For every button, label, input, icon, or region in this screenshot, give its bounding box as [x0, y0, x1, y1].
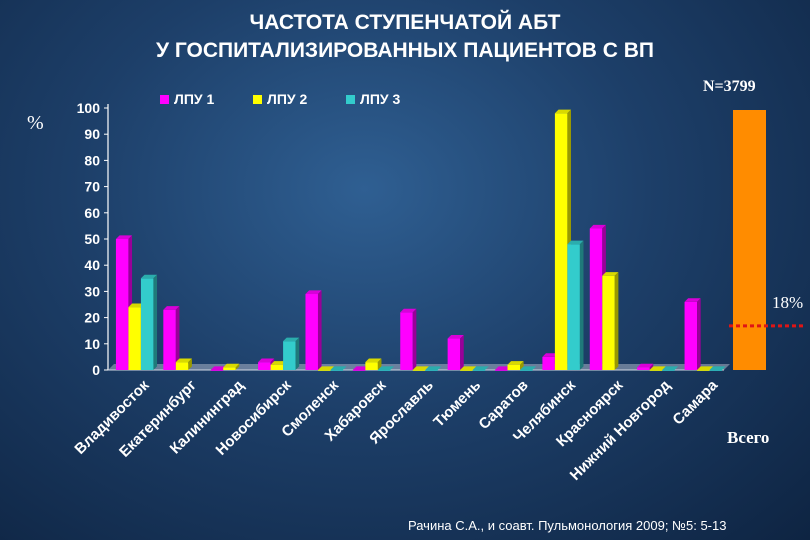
y-tick-label: 70 — [84, 179, 100, 195]
bar — [602, 272, 619, 370]
y-tick-label: 40 — [84, 257, 100, 273]
y-tick-label: 30 — [84, 283, 100, 299]
bar — [649, 366, 666, 371]
bar — [697, 366, 714, 371]
legend-label: ЛПУ 3 — [360, 91, 400, 107]
legend-swatch — [346, 95, 355, 104]
bar — [330, 366, 347, 371]
legend-label: ЛПУ 1 — [174, 91, 214, 107]
bar — [163, 306, 180, 370]
source-citation: Рачина С.А., и соавт. Пульмонология 2009… — [408, 518, 727, 533]
y-axis-unit-label: % — [27, 112, 44, 134]
bar — [460, 366, 477, 371]
total-bar — [733, 110, 766, 370]
chart-title-line-1: ЧАСТОТА СТУПЕНЧАТОЙ АБТ — [249, 11, 561, 34]
bar — [684, 298, 701, 370]
bar — [507, 361, 524, 370]
bar — [637, 363, 654, 370]
bar — [365, 358, 382, 370]
bar — [377, 366, 394, 371]
x-tick-label: Самара — [669, 376, 721, 428]
bar — [175, 358, 192, 370]
legend-label: ЛПУ 2 — [267, 91, 307, 107]
bar — [425, 366, 442, 371]
bar — [447, 334, 464, 370]
bar — [472, 366, 489, 371]
bar — [400, 308, 417, 370]
total-bar-label: Всего — [727, 428, 770, 447]
bar — [210, 366, 227, 371]
bar — [317, 366, 335, 371]
legend-item: ЛПУ 3 — [346, 91, 400, 107]
legend-item: ЛПУ 2 — [253, 91, 307, 107]
y-tick-label: 80 — [84, 152, 100, 168]
legend-swatch — [253, 95, 262, 104]
sample-size-label: N=3799 — [703, 78, 756, 95]
bar — [283, 337, 300, 370]
bar — [412, 366, 429, 371]
bar — [567, 240, 584, 370]
total-percent-label: 18% — [772, 293, 804, 312]
bar — [223, 363, 240, 370]
y-tick-label: 60 — [84, 205, 100, 221]
bar — [495, 366, 512, 371]
bar — [709, 366, 726, 371]
y-tick-label: 90 — [84, 126, 100, 142]
y-tick-label: 10 — [84, 336, 100, 352]
bar — [662, 366, 679, 371]
y-tick-label: 100 — [77, 100, 101, 116]
bar — [352, 366, 369, 371]
y-tick-label: 20 — [84, 310, 100, 326]
legend-item: ЛПУ 1 — [160, 91, 214, 107]
bar — [140, 274, 158, 370]
chart-title-line-2: У ГОСПИТАЛИЗИРОВАННЫХ ПАЦИЕНТОВ С ВП — [155, 39, 655, 62]
y-tick-label: 50 — [84, 231, 100, 247]
legend-swatch — [160, 95, 169, 104]
bar — [305, 290, 322, 370]
y-tick-label: 0 — [92, 362, 100, 378]
bar — [520, 366, 537, 371]
